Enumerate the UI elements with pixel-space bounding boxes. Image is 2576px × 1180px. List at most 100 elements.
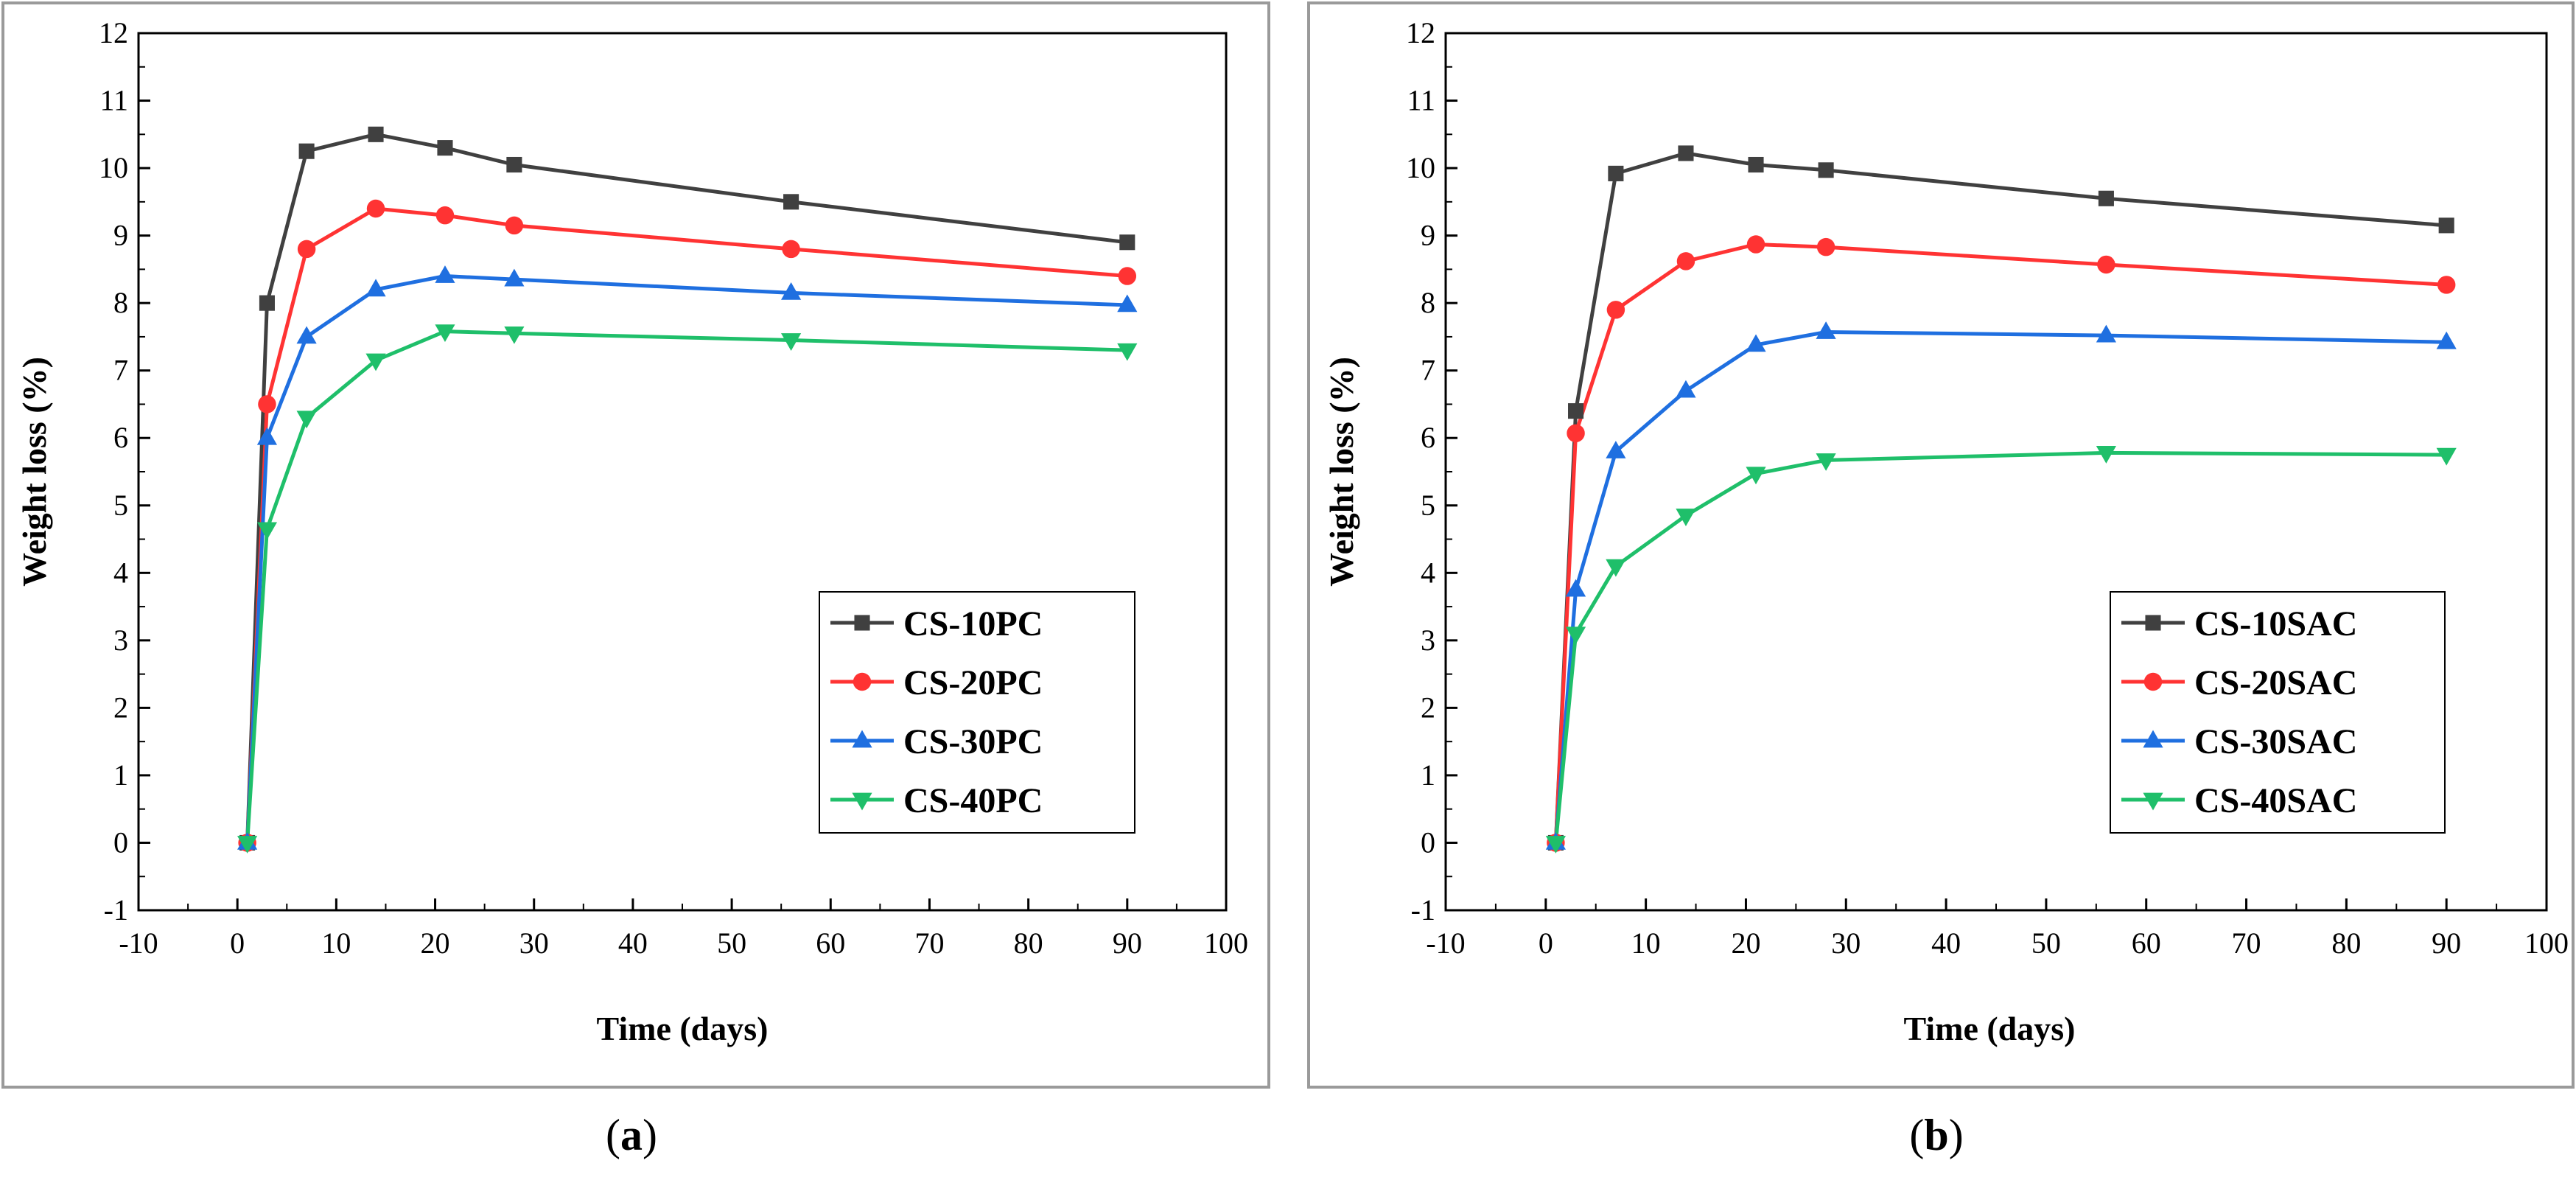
chart-b-y-tick-label: 2	[1421, 691, 1435, 724]
chart-b-point-s2	[2097, 255, 2115, 274]
chart-b-point-s4	[1746, 467, 1766, 485]
chart-b-y-tick-label: 12	[1406, 16, 1435, 49]
chart-b-point-s2	[1567, 424, 1585, 443]
chart-a-legend-marker-2	[853, 672, 872, 691]
chart-a-point-s1	[1119, 234, 1135, 251]
chart-b-x-tick-label: 70	[2232, 926, 2261, 960]
chart-a-point-s3	[365, 279, 386, 297]
chart-a-x-tick-label: -10	[119, 926, 158, 960]
chart-a-point-s2	[1118, 267, 1137, 285]
chart-a-x-tick-label: 10	[321, 926, 351, 960]
chart-b-panel-label-open: (	[1909, 1111, 1924, 1159]
chart-a-panel-label-close: )	[643, 1111, 657, 1159]
chart-a-x-tick-label: 90	[1113, 926, 1142, 960]
chart-a-panel-label-open: (	[606, 1111, 620, 1159]
chart-b-point-s1	[1678, 145, 1694, 161]
chart-a-legend-marker-4	[852, 792, 872, 811]
chart-b-legend-label-3: CS-30SAC	[2194, 722, 2357, 761]
chart-b-y-tick-label: 1	[1421, 758, 1435, 792]
chart-a-y-tick-label: 11	[99, 84, 128, 117]
chart-a-point-s2	[258, 395, 276, 413]
chart-b-x-tick-label: 40	[1931, 926, 1961, 960]
chart-b-y-tick-label: 0	[1421, 825, 1435, 859]
chart-b-x-tick-label: 90	[2432, 926, 2461, 960]
chart-a-series-line-1	[245, 132, 1128, 843]
chart-a-legend-label-4: CS-40PC	[903, 781, 1043, 820]
chart-a-y-tick-label: 12	[99, 16, 128, 49]
chart-b-x-tick-label: 80	[2331, 926, 2361, 960]
chart-a-point-s1	[298, 143, 315, 159]
chart-b-y-tick-label: 3	[1421, 624, 1435, 657]
chart-b-x-tick-label: 60	[2132, 926, 2161, 960]
chart-b-point-s3	[1816, 321, 1836, 339]
chart-a-y-tick-label: 4	[113, 556, 128, 589]
chart-a-point-s2	[505, 216, 524, 235]
chart-b-point-s3	[1565, 579, 1586, 597]
chart-b-point-s1	[1568, 403, 1584, 419]
chart-a-point-s1	[368, 126, 384, 142]
chart-a-y-tick-label: -1	[104, 893, 128, 926]
chart-a-y-tick-label: 3	[113, 624, 128, 657]
chart-b-x-tick-label: -10	[1426, 926, 1465, 960]
chart-a-y-tick-label: 5	[113, 489, 128, 522]
chart-a-point-s1	[506, 156, 522, 173]
chart-a-legend-label-3: CS-30PC	[903, 722, 1043, 761]
chart-a-point-s4	[1117, 343, 1138, 361]
chart-b-legend-label-4: CS-40SAC	[2194, 781, 2357, 820]
chart-b-legend: CS-10SAC CS-20SAC CS-30SAC CS-40SAC	[2110, 591, 2446, 834]
chart-a-legend: CS-10PC CS-20PC CS-30PC CS-40PC	[819, 591, 1135, 834]
chart-a-point-s3	[256, 427, 278, 445]
chart-b-point-s2	[1816, 237, 1835, 256]
chart-a-x-tick-label: 70	[914, 926, 944, 960]
chart-b-point-s1	[1818, 162, 1834, 178]
chart-a-series-lines	[245, 132, 1128, 843]
chart-b-point-s4	[1606, 559, 1626, 577]
chart-a-point-s4	[237, 836, 258, 853]
chart-a-point-s1	[437, 140, 453, 156]
chart-b-point-s3	[2096, 324, 2116, 343]
chart-a-x-tick-label: 30	[519, 926, 549, 960]
chart-a-x-axis-label: Time (days)	[597, 1010, 769, 1047]
chart-a-series-line-4	[245, 329, 1127, 843]
chart-a-point-s2	[366, 199, 385, 218]
chart-a-y-tick-label: 10	[99, 151, 128, 184]
chart-a-y-axis-label: Weight loss (%)	[15, 357, 53, 587]
chart-b-y-axis-label: Weight loss (%)	[1323, 357, 1360, 587]
chart-a-point-s3	[296, 326, 317, 344]
chart-a-point-s4	[296, 411, 317, 429]
chart-b-point-s3	[1676, 380, 1696, 398]
chart-b-x-tick-label: 20	[1731, 926, 1760, 960]
chart-a-point-s2	[297, 240, 316, 259]
chart-a-y-tick-label: 8	[113, 286, 128, 319]
chart-a-legend-label-2: CS-20PC	[903, 663, 1043, 702]
chart-a-x-tick-label: 40	[618, 926, 648, 960]
chart-b-x-tick-label: 10	[1631, 926, 1661, 960]
chart-b-panel-label-close: )	[1949, 1111, 1964, 1159]
chart-a-legend-marker-1	[854, 615, 870, 631]
chart-b-point-s2	[1606, 301, 1625, 319]
chart-a-point-s2	[435, 206, 455, 225]
chart-b-point-s3	[1606, 441, 1626, 458]
chart-a-y-tick-label: 9	[113, 219, 128, 252]
chart-b-y-tick-label: -1	[1411, 893, 1435, 926]
chart-b-panel-label: (b)	[1909, 1111, 1963, 1159]
chart-a-x-tick-label: 0	[230, 926, 245, 960]
chart-b-point-s2	[1676, 252, 1695, 270]
chart-b-y-tick-label: 11	[1407, 84, 1435, 117]
chart-a-y-tick-label: 6	[113, 421, 128, 454]
chart-b-series-line-1	[1553, 151, 2447, 843]
chart-b-legend-box	[2110, 591, 2446, 834]
chart-a-panel-label: (a)	[606, 1111, 657, 1159]
chart-b-point-s1	[1748, 156, 1764, 173]
chart-a-frame	[1, 1, 1270, 1089]
chart-a-x-ticks: -10 0 10 20 30 40 50 60 70 80 90 100	[119, 898, 1248, 960]
chart-b-point-s4	[1676, 509, 1696, 526]
chart-b-y-tick-label: 9	[1421, 219, 1435, 252]
chart-a-point-s4	[365, 353, 386, 371]
